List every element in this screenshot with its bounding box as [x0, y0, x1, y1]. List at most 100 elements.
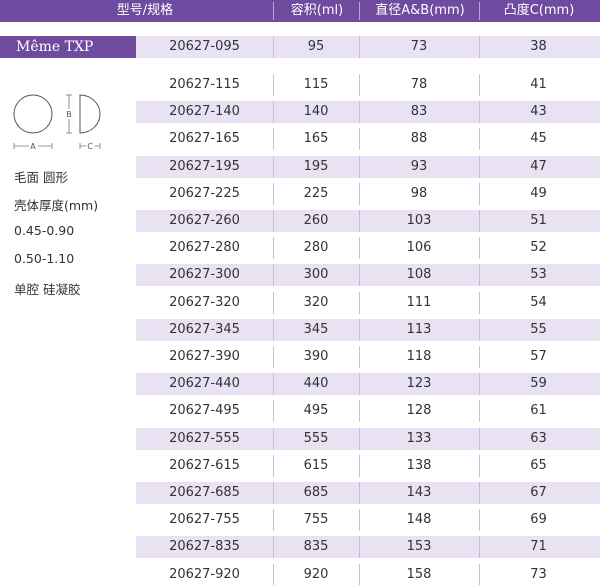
cell-model: 20627-140 [169, 104, 240, 120]
cell-projection: 73 [530, 566, 547, 582]
column-divider [273, 454, 274, 477]
cell-diameter: 93 [410, 158, 428, 174]
column-divider [273, 291, 274, 314]
cell-model: 20627-345 [169, 321, 240, 337]
cell-model: 20627-115 [169, 77, 240, 92]
cell-volume: 615 [303, 457, 329, 473]
table-row: 20627-280 280 106 52 [136, 237, 600, 260]
cell-projection: 59 [530, 376, 547, 392]
column-divider [479, 482, 480, 504]
table-row: 20627-685 685 143 67 [136, 482, 600, 504]
cell-volume: 165 [303, 131, 329, 147]
cell-diameter: 73 [410, 39, 428, 54]
column-divider [359, 536, 360, 559]
column-divider [479, 563, 480, 585]
cell-projection: 69 [530, 512, 547, 528]
column-divider [359, 264, 360, 287]
table-row: 20627-495 495 128 61 [136, 400, 600, 423]
spec-thickness-range-2: 0.50-1.10 [14, 251, 75, 266]
column-divider [359, 74, 360, 96]
column-divider [273, 74, 274, 96]
column-divider [359, 482, 360, 504]
column-divider [359, 237, 360, 260]
column-divider [273, 509, 274, 532]
column-divider [479, 318, 480, 341]
cell-volume: 440 [303, 376, 329, 392]
cell-diameter: 113 [406, 321, 432, 337]
column-divider [359, 210, 360, 232]
table-row: 20627-095 95 73 38 [136, 36, 600, 58]
cell-projection: 55 [530, 321, 547, 337]
cell-diameter: 143 [406, 485, 432, 500]
column-divider [359, 318, 360, 341]
column-divider [273, 210, 274, 232]
table-row: 20627-345 345 113 55 [136, 318, 600, 341]
table-row: 20627-440 440 123 59 [136, 373, 600, 396]
cell-projection: 61 [530, 403, 547, 419]
column-divider [479, 210, 480, 232]
cell-model: 20627-920 [169, 566, 240, 582]
column-divider [359, 427, 360, 450]
table-row: 20627-755 755 148 69 [136, 509, 600, 532]
cell-diameter: 88 [410, 131, 428, 147]
header-volume: 容积(ml) [290, 3, 344, 18]
cell-projection: 71 [530, 539, 547, 555]
implant-diagram: A B C [8, 86, 118, 158]
table-row: 20627-225 225 98 49 [136, 182, 600, 205]
cell-projection: 38 [530, 39, 547, 54]
cell-volume: 320 [303, 294, 329, 310]
cell-model: 20627-280 [169, 240, 240, 256]
column-divider [273, 237, 274, 260]
cell-model: 20627-095 [169, 39, 240, 54]
column-divider [273, 264, 274, 287]
cell-volume: 140 [303, 104, 329, 120]
column-divider [479, 291, 480, 314]
table-row: 20627-300 300 108 53 [136, 264, 600, 287]
column-divider [359, 182, 360, 205]
cell-volume: 280 [303, 240, 329, 256]
column-divider [479, 182, 480, 205]
table-row: 20627-320 320 111 54 [136, 291, 600, 314]
cell-volume: 195 [303, 158, 329, 174]
column-divider [359, 373, 360, 396]
column-divider [479, 101, 480, 124]
table-header: 型号/规格 容积(ml) 直径A&B(mm) 凸度C(mm) [0, 0, 600, 22]
cell-volume: 920 [303, 566, 329, 582]
cell-model: 20627-165 [169, 131, 240, 147]
column-divider [273, 155, 274, 178]
cell-diameter: 83 [410, 104, 428, 120]
cell-volume: 835 [303, 539, 329, 555]
column-divider [273, 346, 274, 368]
cell-model: 20627-555 [169, 430, 240, 446]
column-divider [359, 155, 360, 178]
column-divider [479, 155, 480, 178]
table-row: 20627-615 615 138 65 [136, 454, 600, 477]
cell-projection: 53 [530, 267, 547, 283]
cell-model: 20627-835 [169, 539, 240, 555]
cell-model: 20627-195 [169, 158, 240, 174]
column-divider [273, 128, 274, 151]
cell-diameter: 118 [406, 349, 432, 364]
column-divider [359, 36, 360, 58]
header-model: 型号/规格 [116, 3, 174, 18]
cell-diameter: 78 [410, 77, 428, 92]
cell-model: 20627-685 [169, 485, 240, 500]
column-divider [479, 36, 480, 58]
cell-projection: 43 [530, 104, 547, 120]
column-divider [359, 101, 360, 124]
column-divider [273, 563, 274, 585]
column-divider [479, 128, 480, 151]
spec-texture-shape: 毛面 圆形 [14, 170, 68, 185]
cell-projection: 49 [530, 185, 547, 201]
column-divider [479, 400, 480, 423]
header-divider [273, 2, 274, 20]
column-divider [273, 182, 274, 205]
cell-model: 20627-495 [169, 403, 240, 419]
cell-volume: 755 [303, 512, 329, 528]
column-divider [359, 454, 360, 477]
column-divider [273, 400, 274, 423]
column-divider [479, 237, 480, 260]
column-divider [273, 536, 274, 559]
column-divider [359, 563, 360, 585]
spec-thickness-range-1: 0.45-0.90 [14, 223, 75, 238]
